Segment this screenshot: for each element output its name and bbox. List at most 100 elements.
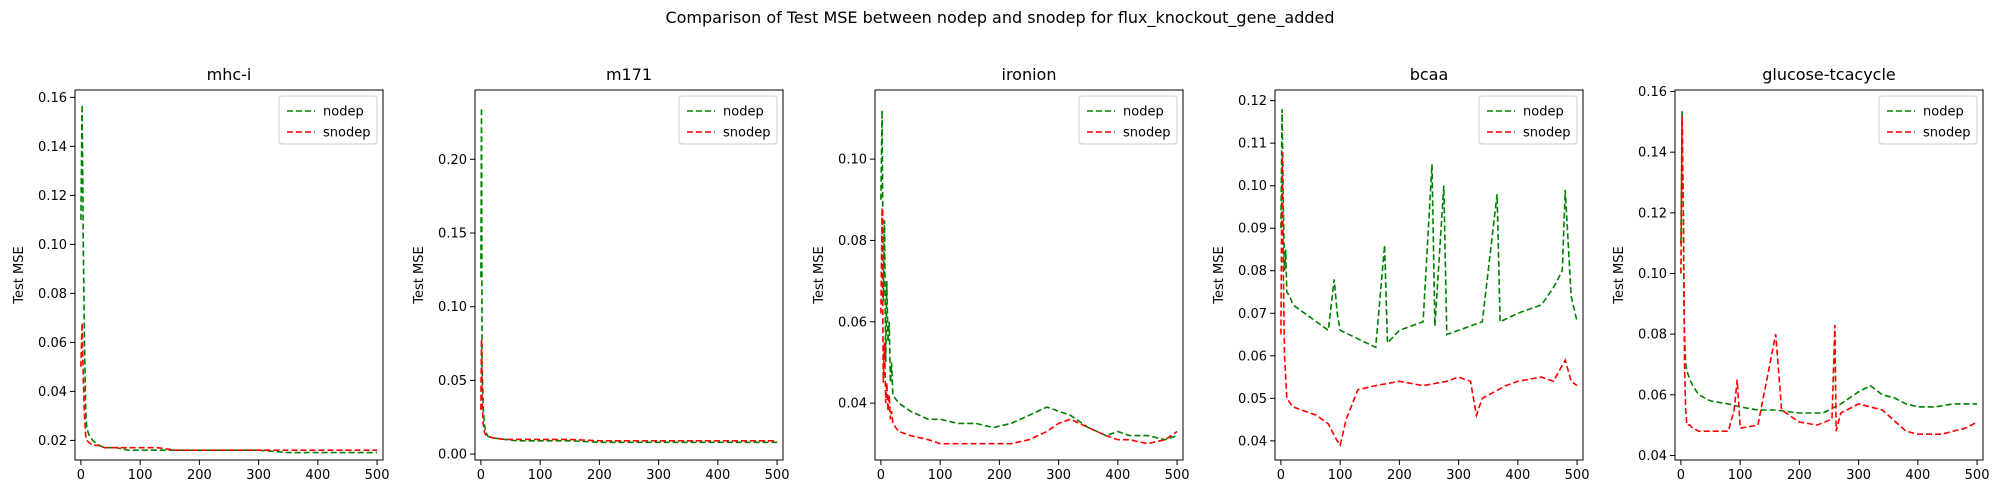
y-tick-label: 0.11: [1238, 137, 1267, 152]
series-line-nodep: [880, 110, 1178, 441]
subplot-mhc-i: mhc-i Test MSE 0 100 200 300 400 500 0.02 0.04 0.0…: [12, 65, 389, 483]
series-line-snodep: [480, 339, 778, 442]
y-tick-label: 0.00: [438, 448, 467, 463]
legend-label-snodep: snodep: [723, 126, 770, 141]
y-tick-label: 0.04: [1638, 449, 1667, 464]
y-tick-label: 0.20: [438, 153, 467, 168]
legend: nodep snodep: [678, 95, 778, 145]
x-tick-label: 0: [877, 468, 885, 483]
legend-box: [278, 95, 378, 145]
y-tick-label: 0.10: [1238, 179, 1267, 194]
legend-box: [1078, 95, 1178, 145]
y-tick-label: 0.14: [1638, 146, 1667, 161]
legend-label-snodep: snodep: [323, 126, 370, 141]
subplot-title: mhc-i: [207, 65, 252, 84]
x-tick-label: 300: [1046, 468, 1071, 483]
y-axis-label: Test MSE: [812, 246, 827, 304]
y-tick-label: 0.09: [1238, 222, 1267, 237]
x-tick-label: 0: [477, 468, 485, 483]
y-tick-label: 0.12: [38, 189, 67, 204]
x-tick-label: 500: [1565, 468, 1590, 483]
plot-frame: [74, 89, 384, 461]
x-tick-label: 400: [1905, 468, 1930, 483]
y-tick-label: 0.06: [1638, 388, 1667, 403]
legend: nodep snodep: [1478, 95, 1578, 145]
x-tick-label: 100: [528, 468, 553, 483]
series-line-nodep: [480, 107, 778, 444]
y-tick-label: 0.04: [838, 397, 867, 412]
x-tick-label: 200: [587, 468, 612, 483]
y-tick-label: 0.05: [1238, 392, 1267, 407]
x-tick-label: 500: [765, 468, 790, 483]
y-tick-label: 0.04: [38, 385, 67, 400]
series-line-snodep: [1680, 115, 1978, 436]
series-line-snodep: [80, 322, 378, 452]
x-tick-label: 100: [1328, 468, 1353, 483]
plot-frame: [1674, 89, 1984, 461]
y-tick-label: 0.08: [38, 287, 67, 302]
legend: nodep snodep: [1878, 95, 1978, 145]
x-tick-label: 200: [187, 468, 212, 483]
x-tick-label: 400: [705, 468, 730, 483]
x-tick-label: 200: [987, 468, 1012, 483]
subplot-glucose-tcacycle: glucose-tcacycle Test MSE 0 100 200 300 400 500…: [1612, 65, 1989, 483]
legend: nodep snodep: [278, 95, 378, 145]
legend-label-nodep: nodep: [1123, 105, 1164, 120]
subplot-title: ironion: [1002, 65, 1057, 84]
x-tick-label: 300: [1846, 468, 1871, 483]
plot-frame: [1274, 89, 1584, 461]
x-tick-label: 300: [646, 468, 671, 483]
y-tick-label: 0.10: [38, 238, 67, 253]
y-tick-label: 0.14: [38, 140, 67, 155]
x-tick-label: 500: [1165, 468, 1190, 483]
series-line-nodep: [1680, 109, 1978, 414]
legend-label-nodep: nodep: [723, 105, 764, 120]
y-tick-label: 0.12: [1238, 94, 1267, 109]
y-tick-label: 0.12: [1638, 206, 1667, 221]
plot-frame: [874, 89, 1184, 461]
x-tick-label: 500: [365, 468, 390, 483]
y-tick-label: 0.08: [1638, 328, 1667, 343]
x-tick-label: 100: [128, 468, 153, 483]
y-tick-label: 0.05: [438, 374, 467, 389]
subplots: mhc-i Test MSE 0 100 200 300 400 500 0.02 0.04 0.0…: [12, 65, 1989, 483]
x-tick-label: 0: [77, 468, 85, 483]
y-tick-label: 0.07: [1238, 307, 1267, 322]
x-tick-label: 0: [1677, 468, 1685, 483]
y-tick-label: 0.06: [38, 336, 67, 351]
x-tick-label: 400: [305, 468, 330, 483]
legend-label-nodep: nodep: [1923, 105, 1964, 120]
y-tick-label: 0.08: [838, 234, 867, 249]
x-tick-label: 300: [1446, 468, 1471, 483]
y-tick-label: 0.08: [1238, 264, 1267, 279]
y-axis-label: Test MSE: [412, 246, 427, 304]
y-tick-label: 0.02: [38, 434, 67, 449]
y-tick-label: 0.04: [1238, 434, 1267, 449]
figure-title: Comparison of Test MSE between nodep and…: [665, 8, 1334, 28]
subplot-m171: m171 Test MSE 0 100 200 300 400 500 0.00 0.05 0.10…: [412, 65, 789, 483]
subplot-title: bcaa: [1410, 65, 1449, 84]
series-line-nodep: [80, 104, 378, 454]
legend-box: [1478, 95, 1578, 145]
y-tick-label: 0.10: [438, 300, 467, 315]
x-tick-label: 300: [246, 468, 271, 483]
y-tick-label: 0.15: [438, 226, 467, 241]
y-tick-label: 0.10: [1638, 267, 1667, 282]
x-tick-label: 100: [928, 468, 953, 483]
y-axis-label: Test MSE: [1212, 246, 1227, 304]
series-line-snodep: [880, 207, 1178, 445]
series-line-snodep: [1280, 151, 1578, 448]
x-tick-label: 200: [1787, 468, 1812, 483]
x-tick-label: 400: [1505, 468, 1530, 483]
subplot-bcaa: bcaa Test MSE 0 100 200 300 400 500 0.04 0.05 0.06…: [1212, 65, 1589, 483]
legend-box: [1878, 95, 1978, 145]
y-tick-label: 0.16: [1638, 85, 1667, 100]
legend-label-nodep: nodep: [323, 105, 364, 120]
subplot-title: glucose-tcacycle: [1762, 65, 1896, 84]
subplot-ironion: ironion Test MSE 0 100 200 300 400 500 0.04 0.06 0…: [812, 65, 1189, 483]
x-tick-label: 0: [1277, 468, 1285, 483]
y-tick-label: 0.06: [838, 315, 867, 330]
x-tick-label: 100: [1728, 468, 1753, 483]
legend: nodep snodep: [1078, 95, 1178, 145]
